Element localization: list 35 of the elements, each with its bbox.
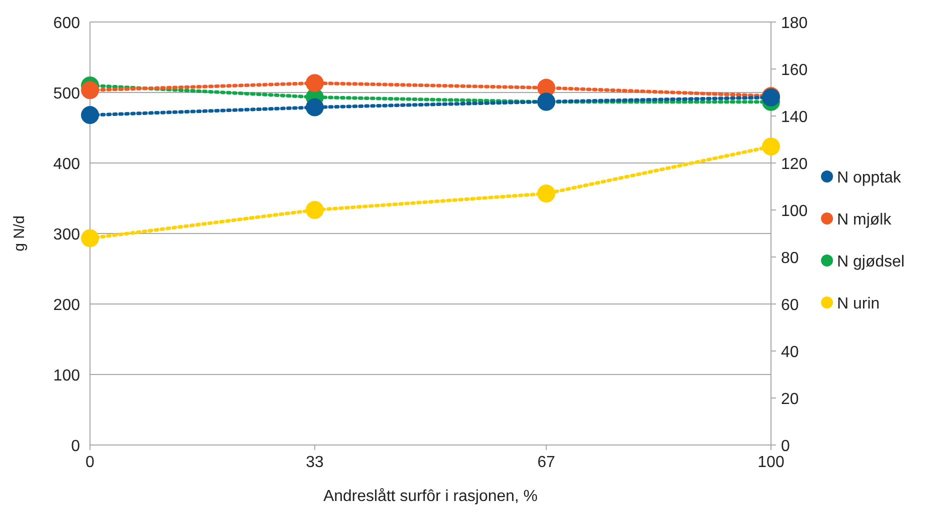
legend-label: N urin: [837, 296, 880, 312]
y-tick-label: 500: [53, 86, 80, 102]
x-tick-label: 67: [537, 454, 556, 471]
y-tick-label: 400: [53, 156, 80, 173]
x-tick-label: 0: [86, 454, 95, 471]
point: [306, 201, 324, 219]
legend-label: N gjødsel: [837, 254, 905, 270]
legend-label: N mjølk: [837, 212, 892, 228]
y2-tick-label: 60: [781, 297, 799, 314]
y2-tick-label: 0: [781, 438, 790, 455]
point: [306, 74, 324, 92]
y2-tick-label: 80: [781, 250, 799, 267]
y-tick-label: 0: [71, 438, 80, 455]
point: [306, 98, 324, 116]
point: [81, 229, 99, 248]
point: [81, 106, 99, 124]
legend-label: N opptak: [837, 170, 902, 186]
y2-tick-label: 180: [781, 15, 808, 32]
y2-tick-label: 20: [781, 391, 799, 408]
x-tick-label: 100: [758, 454, 784, 471]
x-axis-title: Andreslått surfôr i rasjonen, %: [323, 488, 538, 505]
point: [81, 81, 99, 100]
y-tick-label: 300: [53, 226, 80, 244]
y2-tick-label: 160: [781, 62, 808, 79]
y2-tick-label: 100: [781, 203, 808, 220]
point: [762, 138, 780, 156]
y-tick-label: 600: [53, 15, 80, 32]
x-tick-label: 33: [306, 454, 324, 471]
point: [537, 184, 556, 203]
y-tick-label: 200: [53, 297, 80, 314]
y-tick-label: 100: [53, 368, 80, 384]
y2-tick-label: 40: [781, 344, 799, 361]
y-axis-title: g N/d: [11, 216, 28, 252]
y2-tick-label: 120: [781, 156, 808, 173]
y2-tick-label: 140: [781, 109, 808, 126]
